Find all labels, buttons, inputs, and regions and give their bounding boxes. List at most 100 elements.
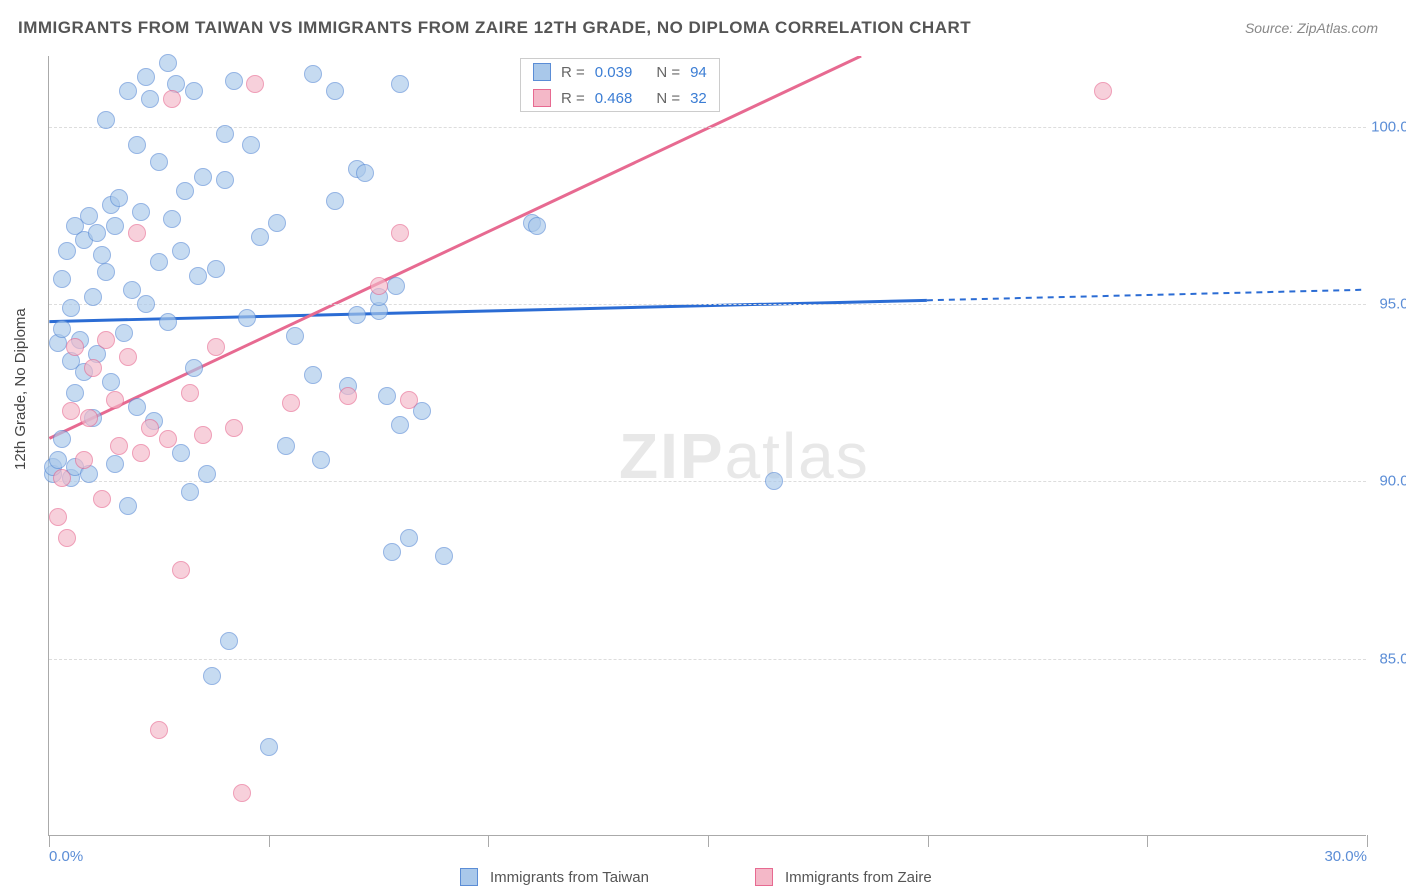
scatter-point <box>137 295 155 313</box>
legend-swatch <box>755 868 773 886</box>
y-tick-label: 100.0% <box>1371 118 1406 135</box>
scatter-point <box>128 136 146 154</box>
legend-n-label: N = <box>656 64 680 81</box>
scatter-point <box>400 391 418 409</box>
x-tick <box>928 835 929 847</box>
source-attribution: Source: ZipAtlas.com <box>1245 20 1378 36</box>
gridline-horizontal <box>49 127 1366 128</box>
scatter-point <box>80 207 98 225</box>
scatter-point <box>391 224 409 242</box>
scatter-point <box>194 426 212 444</box>
scatter-point <box>203 667 221 685</box>
scatter-point <box>110 189 128 207</box>
scatter-point <box>141 419 159 437</box>
scatter-point <box>66 338 84 356</box>
series-label: Immigrants from Taiwan <box>490 869 649 886</box>
scatter-point <box>185 82 203 100</box>
legend-swatch <box>460 868 478 886</box>
scatter-point <box>198 465 216 483</box>
scatter-point <box>216 171 234 189</box>
legend-n-value: 94 <box>690 64 707 81</box>
scatter-point <box>123 281 141 299</box>
scatter-point <box>159 313 177 331</box>
scatter-point <box>128 224 146 242</box>
scatter-point <box>181 384 199 402</box>
scatter-point <box>53 270 71 288</box>
scatter-point <box>260 738 278 756</box>
scatter-point <box>282 394 300 412</box>
scatter-point <box>97 111 115 129</box>
scatter-point <box>400 529 418 547</box>
scatter-point <box>251 228 269 246</box>
scatter-point <box>176 182 194 200</box>
scatter-point <box>387 277 405 295</box>
scatter-point <box>172 444 190 462</box>
scatter-point <box>119 497 137 515</box>
scatter-point <box>106 217 124 235</box>
scatter-point <box>225 72 243 90</box>
trend-lines <box>49 56 1366 835</box>
scatter-point <box>225 419 243 437</box>
scatter-point <box>128 398 146 416</box>
legend-r-value: 0.039 <box>595 64 633 81</box>
scatter-point <box>150 153 168 171</box>
scatter-point <box>137 68 155 86</box>
legend-row: R = 0.039 N = 94 <box>521 59 719 85</box>
scatter-point <box>150 253 168 271</box>
chart-container: IMMIGRANTS FROM TAIWAN VS IMMIGRANTS FRO… <box>0 0 1406 892</box>
scatter-point <box>115 324 133 342</box>
scatter-point <box>172 242 190 260</box>
x-tick <box>1367 835 1368 847</box>
scatter-point <box>53 469 71 487</box>
scatter-point <box>49 451 67 469</box>
legend-swatch <box>533 89 551 107</box>
x-tick <box>708 835 709 847</box>
legend-swatch <box>533 63 551 81</box>
scatter-point <box>391 416 409 434</box>
scatter-point <box>326 192 344 210</box>
scatter-point <box>189 267 207 285</box>
scatter-point <box>220 632 238 650</box>
scatter-point <box>58 529 76 547</box>
scatter-point <box>339 387 357 405</box>
scatter-point <box>312 451 330 469</box>
scatter-point <box>216 125 234 143</box>
scatter-point <box>93 246 111 264</box>
scatter-point <box>181 483 199 501</box>
legend-r-label: R = <box>561 64 585 81</box>
scatter-point <box>765 472 783 490</box>
scatter-point <box>141 90 159 108</box>
x-tick <box>49 835 50 847</box>
scatter-point <box>102 373 120 391</box>
scatter-point <box>378 387 396 405</box>
legend-r-label: R = <box>561 90 585 107</box>
scatter-point <box>207 338 225 356</box>
scatter-point <box>383 543 401 561</box>
y-axis-label: 12th Grade, No Diploma <box>12 308 29 470</box>
gridline-horizontal <box>49 659 1366 660</box>
y-tick-label: 85.0% <box>1379 650 1406 667</box>
scatter-point <box>163 210 181 228</box>
scatter-point <box>66 384 84 402</box>
y-tick-label: 90.0% <box>1379 473 1406 490</box>
scatter-point <box>242 136 260 154</box>
scatter-point <box>194 168 212 186</box>
scatter-point <box>268 214 286 232</box>
series-legend: Immigrants from Taiwan <box>460 868 649 886</box>
scatter-point <box>1094 82 1112 100</box>
gridline-horizontal <box>49 481 1366 482</box>
x-tick <box>488 835 489 847</box>
plot-area: ZIPatlas 85.0%90.0%95.0%100.0%0.0%30.0% <box>48 56 1366 836</box>
scatter-point <box>119 82 137 100</box>
scatter-point <box>88 224 106 242</box>
scatter-point <box>391 75 409 93</box>
scatter-point <box>132 203 150 221</box>
chart-title: IMMIGRANTS FROM TAIWAN VS IMMIGRANTS FRO… <box>18 18 971 38</box>
scatter-point <box>132 444 150 462</box>
scatter-point <box>150 721 168 739</box>
scatter-point <box>163 90 181 108</box>
scatter-point <box>207 260 225 278</box>
scatter-point <box>84 288 102 306</box>
scatter-point <box>246 75 264 93</box>
x-tick-label: 30.0% <box>1324 848 1367 865</box>
